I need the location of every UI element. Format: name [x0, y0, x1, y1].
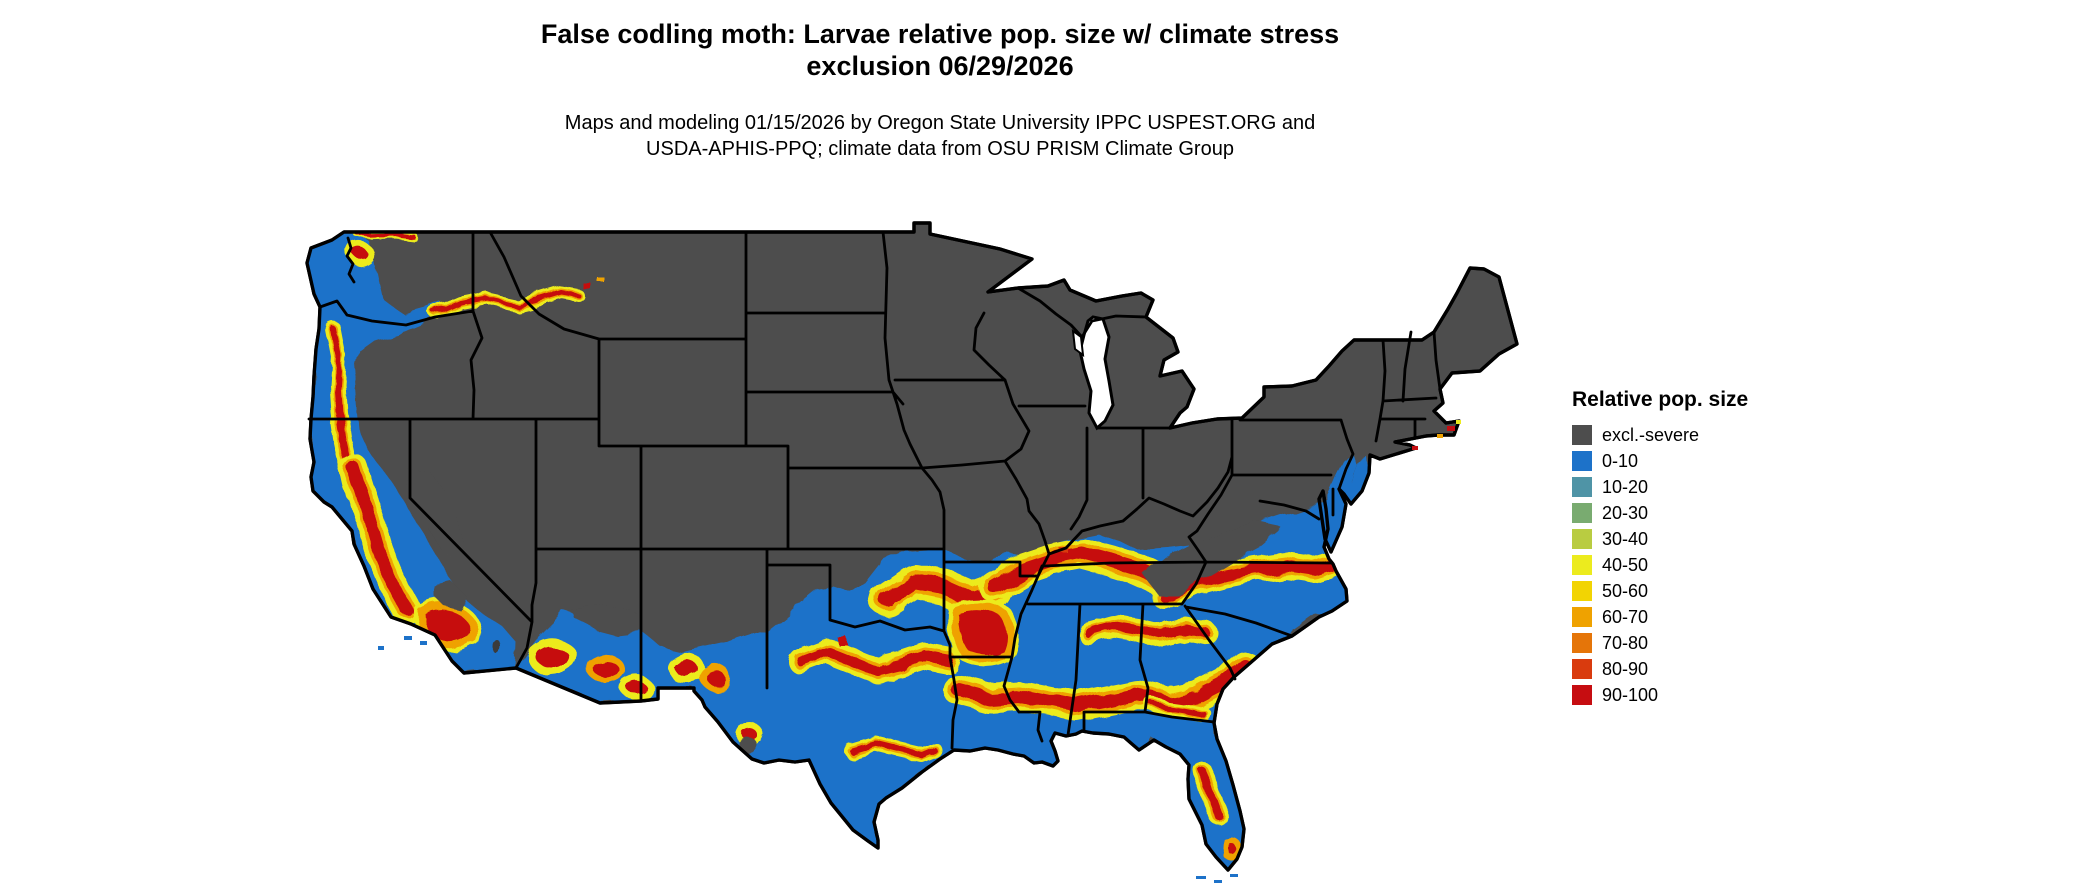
legend-swatch — [1572, 555, 1592, 575]
chart-subtitle: Maps and modeling 01/15/2026 by Oregon S… — [0, 110, 1880, 162]
legend-swatch — [1572, 477, 1592, 497]
legend-item: 60-70 — [1572, 604, 1872, 630]
title-line-1: False codling moth: Larvae relative pop.… — [540, 19, 1340, 49]
legend-swatch — [1572, 425, 1592, 445]
legend-label: 40-50 — [1602, 555, 1649, 575]
legend-label: 70-80 — [1602, 633, 1649, 653]
legend-label: 80-90 — [1602, 659, 1649, 679]
legend-item: 80-90 — [1572, 656, 1872, 682]
legend-swatch — [1572, 581, 1592, 601]
legend-item: 40-50 — [1572, 552, 1872, 578]
legend-item: 10-20 — [1572, 474, 1872, 500]
state-borders — [307, 230, 1442, 750]
legend-swatch — [1572, 607, 1592, 627]
chart-title: False codling moth: Larvae relative pop.… — [0, 18, 1880, 82]
subtitle-line-1: Maps and modeling 01/15/2026 by Oregon S… — [564, 112, 1316, 134]
legend-label: 10-20 — [1602, 477, 1649, 497]
legend-item: 50-60 — [1572, 578, 1872, 604]
legend-item: 90-100 — [1572, 682, 1872, 708]
legend-swatch — [1572, 685, 1592, 705]
legend-item: 0-10 — [1572, 448, 1872, 474]
legend-label: 0-10 — [1602, 451, 1639, 471]
legend-label: 60-70 — [1602, 607, 1649, 627]
subtitle-line-2: USDA-APHIS-PPQ; climate data from OSU PR… — [646, 138, 1234, 160]
legend-title: Relative pop. size — [1572, 388, 1749, 411]
legend-label: 90-100 — [1602, 685, 1659, 705]
legend-label: 30-40 — [1602, 529, 1649, 549]
legend-item: 30-40 — [1572, 526, 1872, 552]
offshore-specks — [378, 420, 1461, 883]
legend-label: 20-30 — [1602, 503, 1649, 523]
legend-item: excl.-severe — [1572, 422, 1872, 448]
legend: Relative pop. size excl.-severe 0-10 10-… — [1572, 388, 1872, 708]
title-line-2: exclusion 06/29/2026 — [806, 51, 1074, 81]
legend-swatch — [1572, 659, 1592, 679]
legend-swatch — [1572, 451, 1592, 471]
legend-items: excl.-severe 0-10 10-20 20-30 30-40 40-5… — [1572, 422, 1872, 708]
legend-swatch — [1572, 633, 1592, 653]
legend-label: 50-60 — [1602, 581, 1649, 601]
legend-swatch — [1572, 529, 1592, 549]
legend-item: 20-30 — [1572, 500, 1872, 526]
legend-label: excl.-severe — [1602, 425, 1700, 445]
legend-item: 70-80 — [1572, 630, 1872, 656]
legend-swatch — [1572, 503, 1592, 523]
